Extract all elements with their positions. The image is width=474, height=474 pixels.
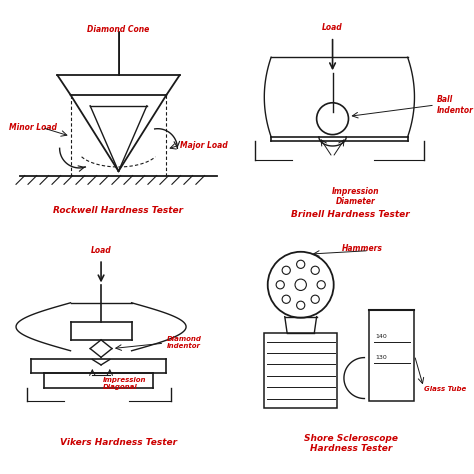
Text: Ball
Indentor: Ball Indentor	[437, 95, 474, 115]
Text: 140: 140	[376, 334, 388, 339]
Text: Hammers: Hammers	[342, 244, 383, 253]
Text: Minor Load: Minor Load	[9, 123, 57, 132]
Text: Rockwell Hardness Tester: Rockwell Hardness Tester	[54, 206, 183, 215]
Text: 130: 130	[376, 356, 388, 360]
Text: Impression
Diagonal: Impression Diagonal	[103, 377, 147, 390]
Text: Vikers Hardness Tester: Vikers Hardness Tester	[60, 438, 177, 447]
Text: Brinell Hardness Tester: Brinell Hardness Tester	[292, 210, 410, 219]
Text: Diamond
Indentor: Diamond Indentor	[166, 336, 201, 348]
Text: Major Load: Major Load	[180, 141, 228, 149]
Text: Load: Load	[91, 246, 111, 255]
Text: Load: Load	[322, 23, 343, 32]
Text: Shore Scleroscope
Hardness Tester: Shore Scleroscope Hardness Tester	[304, 434, 398, 453]
Text: Diamond Cone: Diamond Cone	[87, 25, 150, 34]
Text: Impression
Diameter: Impression Diameter	[331, 187, 379, 206]
Text: Glass Tube: Glass Tube	[424, 386, 466, 392]
